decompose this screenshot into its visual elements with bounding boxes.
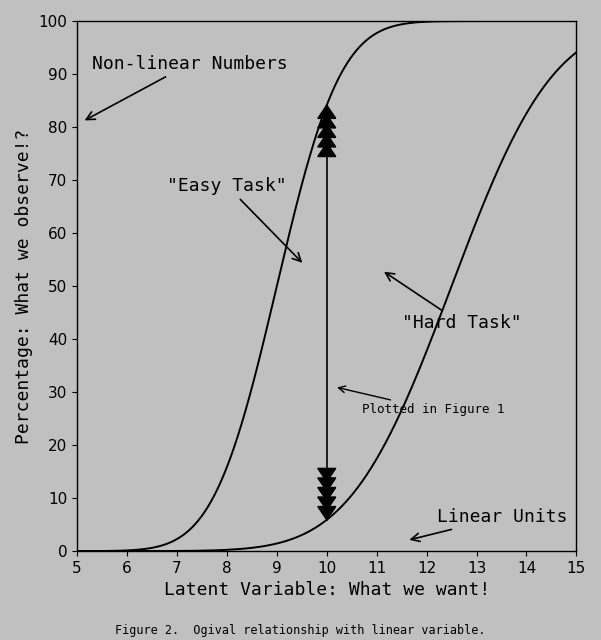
- Y-axis label: Percentage: What we observe!?: Percentage: What we observe!?: [15, 129, 33, 444]
- Text: "Easy Task": "Easy Task": [167, 177, 301, 262]
- Text: Linear Units: Linear Units: [411, 508, 567, 541]
- Polygon shape: [318, 134, 336, 147]
- Polygon shape: [318, 488, 336, 500]
- Polygon shape: [318, 124, 336, 138]
- Text: Non-linear Numbers: Non-linear Numbers: [86, 54, 288, 120]
- Polygon shape: [318, 143, 336, 157]
- Text: Figure 2.  Ogival relationship with linear variable.: Figure 2. Ogival relationship with linea…: [115, 623, 486, 637]
- Text: Plotted in Figure 1: Plotted in Figure 1: [338, 386, 504, 416]
- Polygon shape: [318, 506, 336, 520]
- Polygon shape: [318, 497, 336, 510]
- X-axis label: Latent Variable: What we want!: Latent Variable: What we want!: [163, 581, 490, 600]
- Polygon shape: [318, 105, 336, 118]
- Polygon shape: [318, 478, 336, 491]
- Polygon shape: [318, 115, 336, 128]
- Text: "Hard Task": "Hard Task": [385, 273, 521, 332]
- Polygon shape: [318, 468, 336, 482]
